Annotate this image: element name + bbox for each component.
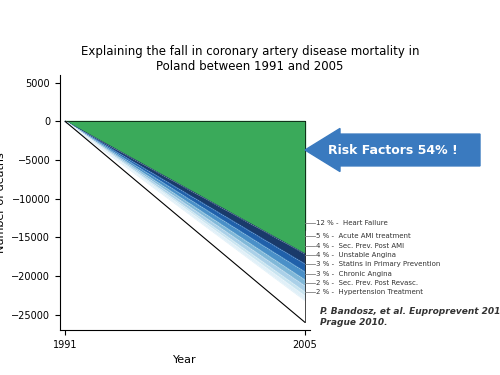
Polygon shape (65, 122, 305, 264)
Text: 4 % -  Sec. Prev. Post AMI: 4 % - Sec. Prev. Post AMI (316, 243, 404, 249)
FancyArrow shape (305, 128, 480, 172)
Text: 4 % -  Unstable Angina: 4 % - Unstable Angina (316, 252, 396, 258)
Polygon shape (65, 122, 305, 272)
Text: 3 % -  Statins in Primary Prevention: 3 % - Statins in Primary Prevention (316, 261, 440, 267)
Polygon shape (65, 122, 305, 300)
Text: 3 % -  Chronic Angina: 3 % - Chronic Angina (316, 271, 392, 277)
Text: 2 % -  Sec. Prev. Post Revasc.: 2 % - Sec. Prev. Post Revasc. (316, 280, 418, 286)
Text: Risk Factors 54% !: Risk Factors 54% ! (328, 144, 458, 156)
Polygon shape (65, 122, 305, 254)
Text: 2 % -  Hypertension Treatment: 2 % - Hypertension Treatment (316, 289, 423, 295)
Text: P. Bandosz, et al. Euproprevent 2010,
Prague 2010.: P. Bandosz, et al. Euproprevent 2010, Pr… (320, 308, 500, 327)
Polygon shape (65, 122, 305, 230)
Polygon shape (65, 122, 305, 296)
Polygon shape (65, 122, 305, 280)
Text: Explaining the fall in coronary artery disease mortality in
Poland between 1991 : Explaining the fall in coronary artery d… (81, 45, 419, 73)
Polygon shape (65, 122, 305, 286)
X-axis label: Year: Year (173, 355, 197, 365)
Y-axis label: Number of deaths: Number of deaths (0, 152, 6, 253)
Text: 5 % -  Acute AMI treatment: 5 % - Acute AMI treatment (316, 233, 410, 239)
Text: 12 % -  Heart Failure: 12 % - Heart Failure (316, 220, 388, 226)
Polygon shape (65, 122, 305, 292)
